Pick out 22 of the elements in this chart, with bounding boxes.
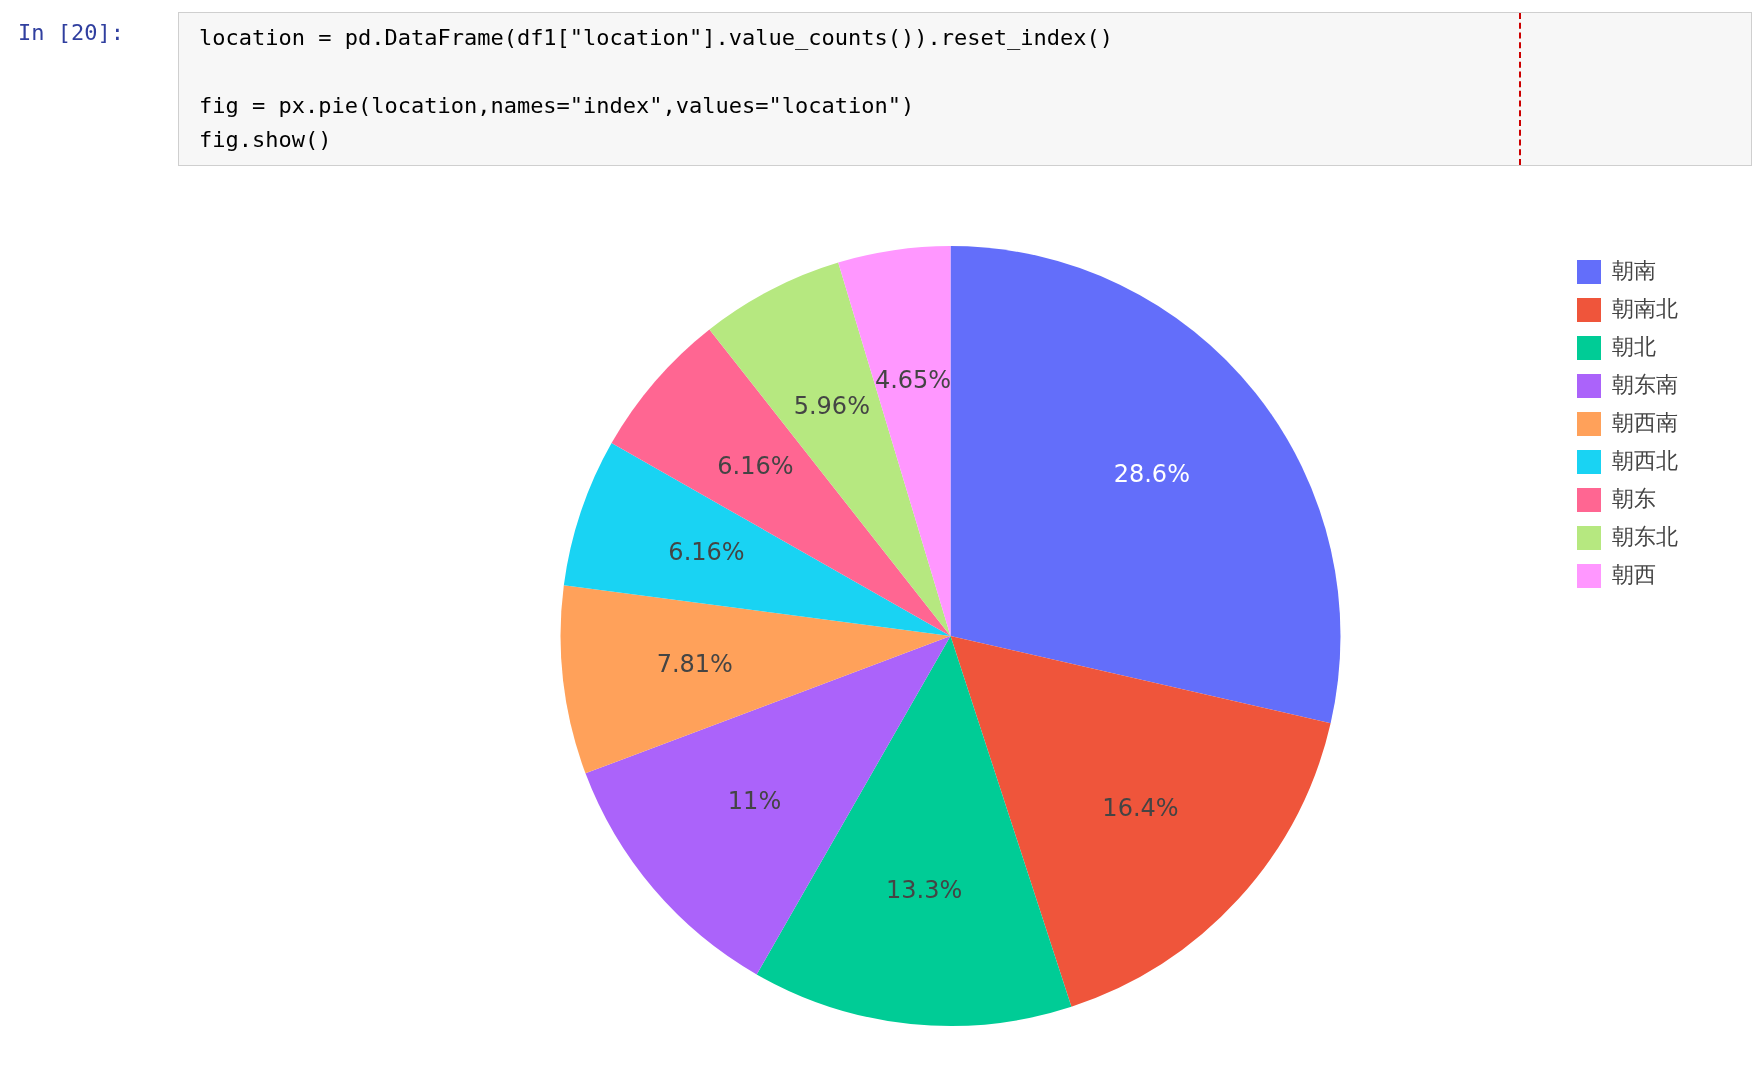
text: In [20]: <box>17 19 125 45</box>
legend-label: 朝西南 <box>1612 409 1678 435</box>
data-label: 4.65% <box>874 365 952 394</box>
data-label: 16.4% <box>1102 793 1179 822</box>
data-label: 13.3% <box>886 876 963 905</box>
legend-label: 朝东北 <box>1612 523 1678 549</box>
legend-label: 朝北 <box>1612 333 1656 359</box>
legend-label: 朝南 <box>1612 257 1656 283</box>
data-label: 7.81% <box>656 649 733 678</box>
legend-label: 朝南北 <box>1612 295 1678 321</box>
data-label: 28.6% <box>1113 459 1190 488</box>
text: fig.show() <box>199 126 333 154</box>
data-label: 5.96% <box>793 391 870 420</box>
text: location = pd.DataFrame(df1["location"].value_counts()).reset_index() <box>199 24 1114 52</box>
data-label: 6.16% <box>668 538 745 567</box>
legend-label: 朝东 <box>1612 485 1656 511</box>
data-label: 6.16% <box>717 452 794 481</box>
legend-label: 朝西北 <box>1612 447 1678 473</box>
text: fig = px.pie(location,names="index",values="location") <box>199 92 916 120</box>
legend-label: 朝东南 <box>1612 371 1678 397</box>
data-label: 11% <box>727 787 782 816</box>
legend-label: 朝西 <box>1612 561 1656 587</box>
